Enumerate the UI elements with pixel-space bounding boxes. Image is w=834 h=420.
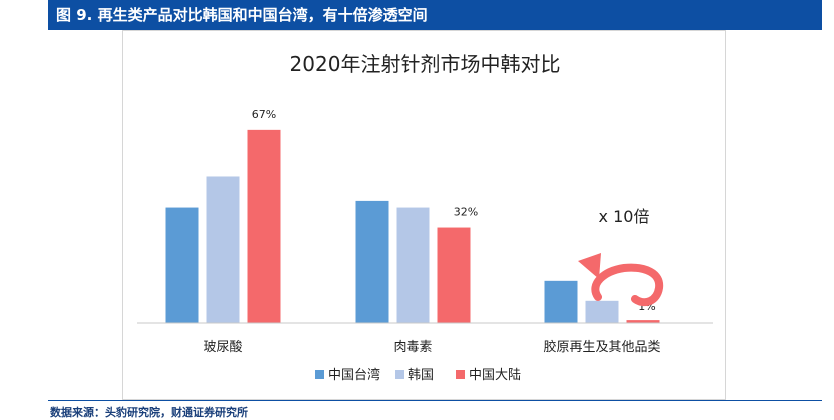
data-label-1: 32% — [454, 206, 478, 219]
footer-divider — [48, 400, 822, 401]
bar-1-0 — [355, 200, 389, 323]
chart-title: 2020年注射针剂市场中韩对比 — [290, 52, 561, 76]
bar-1-1 — [396, 207, 430, 323]
category-label-0: 玻尿酸 — [203, 340, 242, 355]
category-label-2: 胶原再生及其他品类 — [543, 339, 660, 355]
legend-swatch-korea — [395, 370, 404, 379]
legend-swatch-taiwan — [315, 370, 324, 379]
category-label-1: 肉毒素 — [393, 340, 432, 355]
legend: 中国台湾 韩国 中国大陆 — [315, 367, 521, 383]
legend-label-taiwan: 中国台湾 — [328, 367, 380, 383]
source-note: 数据来源：头豹研究院，财通证券研究所 — [50, 406, 248, 419]
bar-0-1 — [206, 176, 240, 323]
bar-0-0 — [165, 207, 199, 323]
chart-svg: 2020年注射针剂市场中韩对比 67%32%1% 玻尿酸 肉毒素 胶原再生及其他品类… — [137, 52, 713, 383]
bar-2-1 — [585, 300, 619, 323]
bar-2-0 — [544, 280, 578, 323]
figure-header: 图 9. 再生类产品对比韩国和中国台湾，有十倍渗透空间 — [48, 0, 822, 30]
legend-label-korea: 韩国 — [408, 368, 434, 383]
chart-frame: 2020年注射针剂市场中韩对比 67% 32% 1% 玻尿酸 肉毒素 胶原再生及其他品类… — [122, 30, 726, 400]
bar-2-2 — [626, 320, 660, 323]
bar-0-2 — [247, 129, 281, 323]
cycle-arrow-icon — [578, 253, 664, 307]
legend-swatch-mainland — [456, 370, 465, 379]
ten-times-annotation: x 10倍 — [599, 207, 650, 226]
data-label-0: 67% — [252, 108, 276, 121]
legend-label-mainland: 中国大陆 — [469, 367, 521, 383]
bar-1-2 — [437, 227, 471, 323]
